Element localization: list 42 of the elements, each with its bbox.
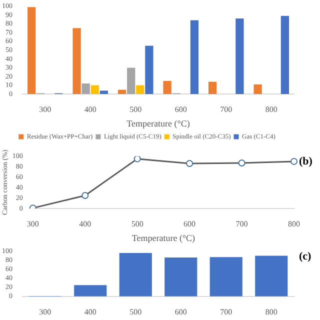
bar (236, 18, 244, 94)
bar (100, 90, 108, 94)
bar (136, 85, 144, 94)
bar (190, 20, 199, 94)
bar (210, 257, 242, 296)
bar (27, 7, 36, 94)
bar (74, 285, 107, 296)
bar (118, 90, 126, 94)
x-tick-label: 800 (288, 219, 300, 228)
bar (163, 80, 172, 94)
bar (119, 253, 152, 296)
bar (127, 68, 136, 94)
x-tick-label: 300 (39, 104, 52, 114)
bar (72, 28, 81, 94)
bar (145, 46, 154, 94)
x-axis-title: Temperature (°C) (126, 118, 190, 128)
bar (208, 82, 217, 94)
x-tick-label: 500 (130, 104, 142, 114)
x-tick-label: 800 (265, 307, 278, 316)
x-tick-label: 800 (265, 104, 278, 114)
x-tick-label: 600 (184, 219, 196, 228)
x-tick-label: 400 (84, 307, 96, 316)
text: (c) (299, 250, 312, 263)
x-tick-label: 500 (130, 307, 142, 316)
bar (280, 16, 290, 94)
bar (90, 85, 99, 94)
bar (164, 258, 198, 296)
bar (82, 84, 90, 94)
x-tick-label: 700 (220, 104, 232, 114)
x-tick-label: 300 (39, 307, 52, 316)
x-tick-label: 600 (174, 104, 187, 114)
bar (255, 256, 288, 296)
x-tick-label: 400 (84, 104, 96, 114)
bar (254, 84, 262, 94)
text: (b) (299, 156, 313, 168)
x-tick-label: 600 (174, 307, 187, 316)
x-tick-label: 700 (236, 219, 248, 228)
x-tick-label: 300 (26, 219, 39, 228)
x-axis-title: Temperature (°C) (132, 232, 196, 243)
x-tick-label: 400 (79, 219, 92, 228)
x-tick-label: 500 (131, 219, 144, 228)
x-tick-label: 700 (220, 307, 232, 316)
